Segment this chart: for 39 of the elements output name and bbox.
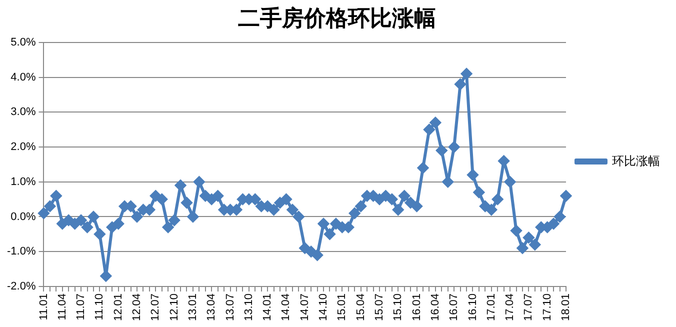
y-tick-label: 3.0% (10, 106, 36, 118)
y-tick-label: 4.0% (10, 71, 36, 84)
x-tick-label: 13.04 (206, 293, 218, 322)
y-tick-label: 1.0% (10, 176, 36, 188)
x-tick-label: 14.01 (262, 293, 274, 322)
x-tick-label: 15.10 (392, 293, 404, 322)
x-tick-label: 12.01 (112, 293, 124, 322)
x-tick-label: 18.01 (560, 293, 572, 322)
x-tick-label: 11.01 (38, 293, 50, 320)
x-tick-label: 14.04 (280, 293, 292, 322)
x-tick-label: 13.10 (242, 293, 255, 322)
x-tick-label: 12.04 (131, 293, 144, 322)
x-tick-label: 12.07 (150, 293, 162, 322)
x-tick-label: 16.07 (448, 293, 460, 322)
x-tick-label: 15.07 (374, 293, 386, 322)
x-tick-label: 15.01 (336, 293, 348, 322)
x-tick-label: 14.10 (318, 293, 330, 322)
x-tick-label: 14.07 (298, 293, 311, 322)
y-tick-label: -1.0% (6, 246, 36, 258)
x-tick-label: 13.01 (186, 293, 199, 322)
x-tick-label: 13.07 (224, 293, 236, 322)
x-tick-label: 16.04 (429, 293, 442, 322)
y-tick-label: 5.0% (10, 36, 36, 48)
y-tick-label: 2.0% (10, 141, 36, 154)
y-tick-label: -2.0% (6, 280, 36, 293)
x-tick-label: 17.07 (522, 293, 535, 322)
chart-title: 二手房价格环比涨幅 (238, 5, 436, 30)
x-tick-label: 17.10 (541, 293, 554, 322)
x-tick-label: 11.07 (75, 293, 88, 320)
legend-label: 环比涨幅 (612, 154, 660, 168)
x-tick-label: 11.10 (94, 293, 106, 320)
x-tick-label: 17.04 (504, 293, 516, 322)
x-tick-label: 12.10 (168, 293, 180, 322)
y-tick-label: 0.0% (10, 210, 36, 223)
x-tick-label: 11.04 (56, 293, 68, 320)
x-tick-label: 17.01 (485, 293, 498, 322)
x-tick-label: 15.04 (354, 293, 367, 322)
x-tick-label: 16.10 (466, 293, 479, 322)
x-tick-label: 16.01 (410, 293, 423, 322)
